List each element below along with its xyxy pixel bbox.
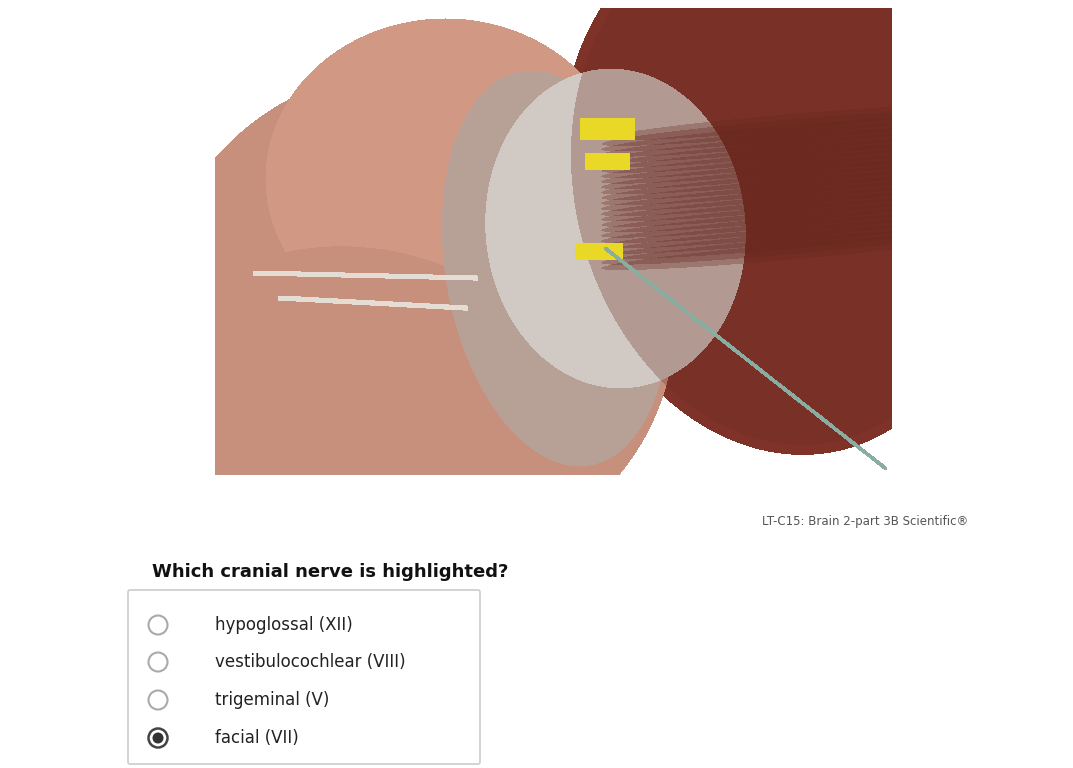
Text: LT-C15: Brain 2-part 3B Scientific®: LT-C15: Brain 2-part 3B Scientific® <box>762 515 968 528</box>
Circle shape <box>148 729 167 747</box>
Circle shape <box>152 733 163 743</box>
FancyBboxPatch shape <box>128 590 480 764</box>
Text: Which cranial nerve is highlighted?: Which cranial nerve is highlighted? <box>152 563 509 581</box>
Text: vestibulocochlear (VIII): vestibulocochlear (VIII) <box>215 653 406 671</box>
Circle shape <box>148 653 167 671</box>
Circle shape <box>148 615 167 634</box>
Text: facial (VII): facial (VII) <box>215 729 298 747</box>
Circle shape <box>148 690 167 710</box>
Text: trigeminal (V): trigeminal (V) <box>215 691 329 709</box>
Text: hypoglossal (XII): hypoglossal (XII) <box>215 616 353 634</box>
